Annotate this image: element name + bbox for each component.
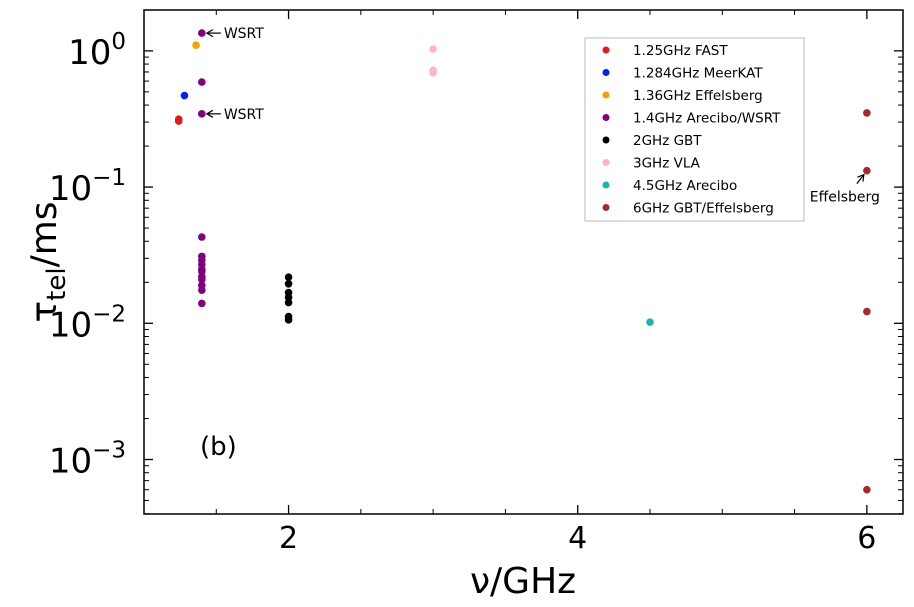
data-point xyxy=(863,109,871,117)
legend-label: 1.4GHz Arecibo/WSRT xyxy=(633,111,781,127)
x-tick-label: 2 xyxy=(279,521,298,556)
data-point xyxy=(198,29,206,37)
y-tick-label-exponent: −1 xyxy=(92,165,126,191)
data-point xyxy=(863,307,871,316)
x-tick-labels: 2 4 6 xyxy=(279,521,876,556)
y-axis-label-sub: tel xyxy=(42,267,72,300)
annotation-arrowhead xyxy=(205,29,214,38)
data-point xyxy=(284,298,293,307)
data-point xyxy=(429,69,437,77)
legend-label: 6GHz GBT/Effelsberg xyxy=(633,201,774,217)
x-tick-label: 6 xyxy=(857,521,876,556)
data-point xyxy=(198,110,206,118)
annotation-arrow xyxy=(856,174,865,185)
y-tick-label-exponent: −3 xyxy=(92,438,126,464)
major-ticks xyxy=(144,10,903,514)
legend-marker xyxy=(602,136,610,144)
data-point xyxy=(863,485,871,494)
data-point xyxy=(429,45,437,53)
legend-label: 3GHz VLA xyxy=(633,156,701,172)
y-axis-label-rest: /ms xyxy=(24,201,65,267)
legend-label: 1.284GHz MeerKAT xyxy=(633,66,763,82)
legend: 1.25GHz FAST 1.284GHz MeerKAT 1.36GHz Effe… xyxy=(584,37,805,222)
data-points xyxy=(174,29,871,494)
y-tick-label-base: 10 xyxy=(49,442,92,482)
minor-ticks xyxy=(143,10,903,515)
x-tick-label: 4 xyxy=(568,521,587,556)
data-point xyxy=(284,273,293,281)
data-point xyxy=(174,115,183,124)
legend-label: 1.25GHz FAST xyxy=(633,43,728,59)
legend-marker xyxy=(602,181,610,189)
legend-marker xyxy=(602,114,610,121)
plot-frame xyxy=(143,9,904,515)
y-tick-label-base: 10 xyxy=(68,33,111,73)
data-point xyxy=(198,233,206,241)
panel-label: (b) xyxy=(200,432,237,462)
data-point xyxy=(863,166,871,175)
legend-marker xyxy=(602,204,610,211)
data-point xyxy=(646,318,654,326)
y-tick-label-base: 10 xyxy=(49,169,92,209)
annotation-label: WSRT xyxy=(224,26,264,42)
annotation-label: Effelsberg xyxy=(810,190,880,206)
y-tick-label-base: 10 xyxy=(49,305,92,345)
x-axis-label: ν/GHz xyxy=(470,561,576,602)
legend-label: 1.36GHz Effelsberg xyxy=(633,88,763,104)
data-point xyxy=(284,316,293,324)
y-tick-label-exponent: 0 xyxy=(111,29,126,55)
data-point xyxy=(284,279,293,288)
legend-label: 2GHz GBT xyxy=(633,133,702,149)
data-point xyxy=(198,275,206,284)
y-tick-label: 10−3 xyxy=(49,438,126,482)
annotation-label: WSRT xyxy=(224,107,264,123)
data-point xyxy=(180,91,189,100)
data-point xyxy=(192,41,200,50)
annotation-arrowhead xyxy=(205,109,214,118)
data-point xyxy=(198,78,206,86)
y-tick-label: 10−2 xyxy=(49,301,126,345)
data-point xyxy=(198,286,206,294)
legend-marker xyxy=(602,159,610,166)
legend-label: 4.5GHz Arecibo xyxy=(633,178,737,194)
legend-marker xyxy=(602,46,610,54)
y-axis-label: τtel/ms xyxy=(24,201,72,322)
legend-marker xyxy=(602,91,610,99)
y-tick-label: 10−1 xyxy=(49,165,126,209)
y-tick-label-exponent: −2 xyxy=(92,301,126,327)
y-tick-label: 100 xyxy=(68,29,126,73)
legend-marker xyxy=(602,69,610,76)
y-axis-label-base: τ xyxy=(24,301,65,323)
annotations: WSRT WSRT Effelsberg xyxy=(205,26,880,206)
annotation-arrowhead xyxy=(857,173,865,182)
data-point xyxy=(198,299,206,308)
legend-box xyxy=(584,37,805,222)
